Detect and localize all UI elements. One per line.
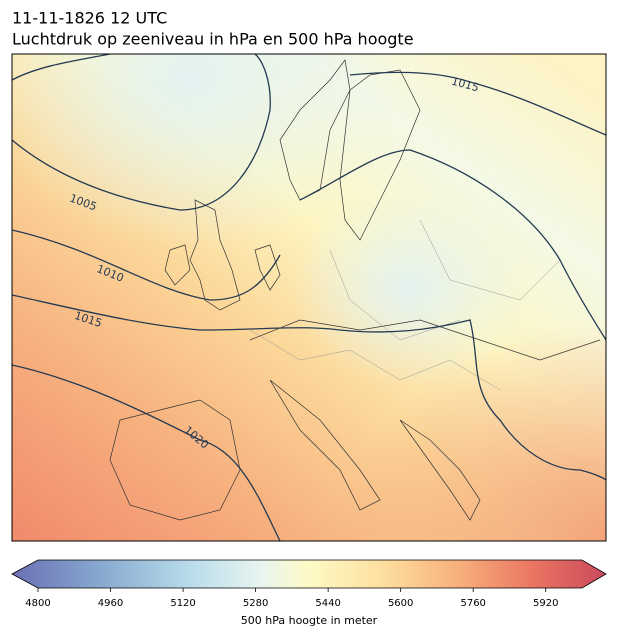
subtitle: Luchtdruk op zeeniveau in hPa en 500 hPa… [12,30,414,49]
isobar [12,364,281,541]
colorbar-tick-label: 5440 [315,598,340,609]
title: 11-11-1826 12 UTC [12,9,167,28]
isobar [12,54,111,81]
map [12,54,606,541]
colorbar-tick-label: 5920 [533,598,558,609]
colorbar-tick-label: 5600 [388,598,413,609]
coastline [164,199,281,311]
isobar [299,149,606,341]
map-shading [12,54,606,541]
colorbar-label: 500 hPa hoogte in meter [241,614,378,627]
isobar [349,71,606,136]
colorbar-tick-label: 5120 [170,598,195,609]
isobar [12,54,271,211]
colorbar-tick-label: 4800 [25,598,50,609]
colorbar-tick-label: 4960 [98,598,123,609]
map-frame [11,53,607,542]
colorbar-tick-label: 5760 [460,598,485,609]
isobar [12,229,281,301]
colorbar-tick-label: 5280 [243,598,268,609]
coastline [269,379,481,521]
isobar [12,294,606,481]
colorbar [11,559,607,589]
borders [249,219,561,391]
coastline [109,319,601,521]
